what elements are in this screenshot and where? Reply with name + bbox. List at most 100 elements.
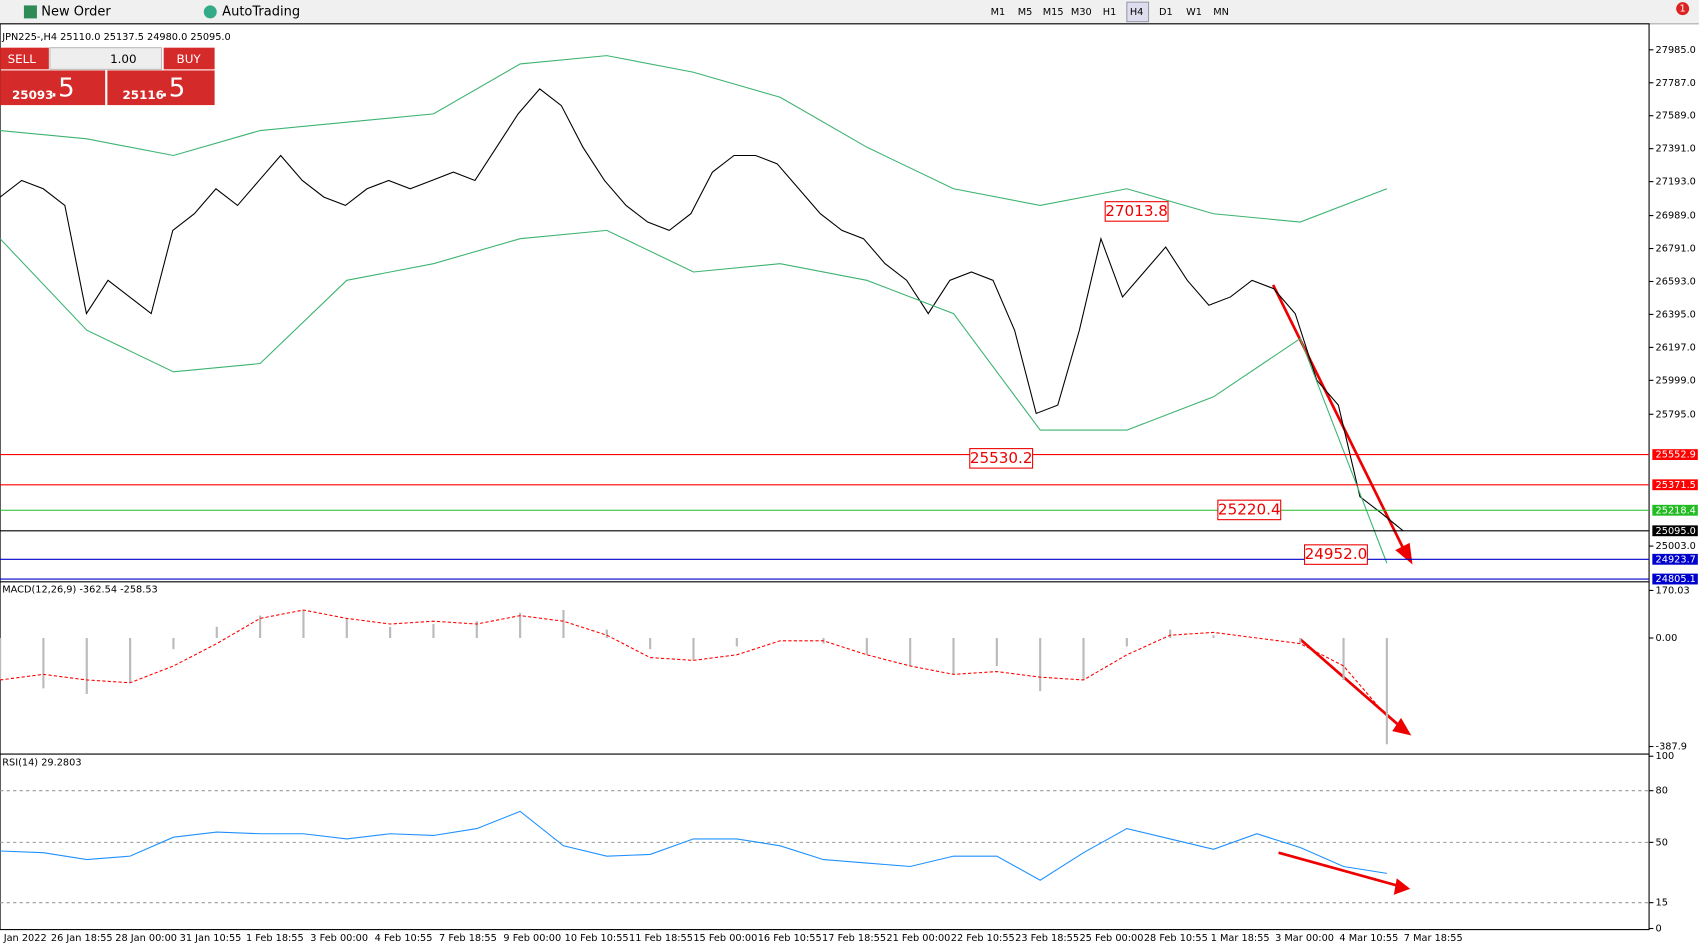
sell-price-box[interactable] <box>0 70 106 106</box>
active-timeframe <box>1126 1 1150 23</box>
x-tick-label: 4 Feb 10:55 <box>375 933 433 944</box>
y-tick-label: 27985.0 <box>1656 45 1696 56</box>
buy-price-frac: .5 <box>160 73 185 103</box>
x-tick-label: 11 Feb 18:55 <box>629 933 693 944</box>
annotation: 27013.8 <box>1105 202 1168 220</box>
arrowhead <box>1393 878 1411 895</box>
y-tick-label: 25795.0 <box>1656 409 1696 420</box>
y-tick-label: 0.00 <box>1656 633 1678 644</box>
x-tick-label: 23 Feb 18:55 <box>1015 933 1079 944</box>
annotation-box <box>1104 201 1169 222</box>
timeframe[interactable]: W1 <box>1186 7 1202 18</box>
y-tick-label: 27787.0 <box>1656 78 1696 89</box>
buy-label: BUY <box>177 52 202 66</box>
x-tick-label: 7 Feb 18:55 <box>439 933 497 944</box>
x-tick-label: 10 Feb 10:55 <box>565 933 629 944</box>
y-tick-label: 25003.0 <box>1656 541 1696 552</box>
x-tick-label: 25 Jan 2022 <box>0 933 47 944</box>
price-level-label: 25095.0 <box>1656 526 1696 537</box>
y-tick-label: 27589.0 <box>1656 111 1696 122</box>
autotrading-icon <box>203 5 217 19</box>
x-tick-label: 28 Jan 00:00 <box>115 933 177 944</box>
price-level-label: 24923.7 <box>1656 554 1696 565</box>
timeframe[interactable]: D1 <box>1159 7 1173 18</box>
notification-badge <box>1676 2 1690 16</box>
x-tick-label: 3 Mar 00:00 <box>1275 933 1334 944</box>
sell-button[interactable] <box>0 47 49 70</box>
y-tick-label: 26791.0 <box>1656 244 1696 255</box>
annotation-box <box>1217 499 1282 521</box>
arrowhead <box>1392 717 1412 736</box>
y-tick-label: 0 <box>1656 923 1662 934</box>
timeframe[interactable]: M5 <box>1018 7 1033 18</box>
sell-price-main: 25093 <box>12 88 53 102</box>
x-tick-label: 22 Feb 10:55 <box>951 933 1015 944</box>
price-level-label: 25552.9 <box>1656 450 1696 461</box>
chart-area <box>0 23 1650 931</box>
x-tick-label: 26 Jan 18:55 <box>51 933 113 944</box>
timeframe[interactable]: MN <box>1213 7 1229 18</box>
new-order-icon <box>23 5 37 19</box>
annotation: 25530.2 <box>970 449 1033 467</box>
toolbar <box>0 0 1699 24</box>
x-tick-label: 9 Feb 00:00 <box>503 933 561 944</box>
y-tick-label: 27193.0 <box>1656 177 1696 188</box>
x-tick-label: 17 Feb 18:55 <box>822 933 886 944</box>
x-tick-label: 28 Feb 10:55 <box>1144 933 1208 944</box>
buy-button[interactable] <box>163 47 215 70</box>
timeframe[interactable]: M30 <box>1071 7 1092 18</box>
buy-price-box[interactable] <box>107 70 215 106</box>
price-level-label: 25218.4 <box>1656 505 1696 516</box>
panel-title: JPN225-,H4 25110.0 25137.5 24980.0 25095… <box>1 32 230 43</box>
panel-title: MACD(12,26,9) -362.54 -258.53 <box>2 584 158 595</box>
y-tick-label: 26989.0 <box>1656 211 1696 222</box>
x-tick-label: 16 Feb 10:55 <box>758 933 822 944</box>
price-level-tag <box>1652 525 1698 537</box>
sell-price-frac: .5 <box>50 73 75 103</box>
price-level-label: 24805.1 <box>1656 574 1696 585</box>
notification-count: 1 <box>1680 4 1686 15</box>
timeframe[interactable]: M1 <box>991 7 1006 18</box>
y-tick-label: 170.03 <box>1656 585 1690 596</box>
new-order[interactable]: New Order <box>41 4 111 19</box>
y-tick-label: 80 <box>1656 786 1668 797</box>
y-tick-label: 15 <box>1656 898 1668 909</box>
new-order-button[interactable] <box>21 3 109 21</box>
price-level-tag <box>1652 553 1698 565</box>
bollinger-band <box>0 55 1388 223</box>
annotation: 25220.4 <box>1218 500 1281 518</box>
bollinger-band <box>0 229 1388 564</box>
y-tick-label: 26395.0 <box>1656 309 1696 320</box>
sell-label: SELL <box>8 52 37 66</box>
y-tick-label: 26197.0 <box>1656 342 1696 353</box>
arrow <box>1299 638 1403 730</box>
arrowhead <box>1395 542 1413 565</box>
x-tick-label: 31 Jan 10:55 <box>180 933 242 944</box>
autotrading[interactable]: AutoTrading <box>222 4 300 19</box>
annotation-box <box>1303 544 1368 565</box>
lot-value: 1.00 <box>110 52 137 66</box>
x-tick-label: 1 Feb 18:55 <box>246 933 304 944</box>
x-tick-label: 15 Feb 00:00 <box>693 933 757 944</box>
timeframe[interactable]: M15 <box>1043 7 1064 18</box>
price-level-tag <box>1652 573 1698 585</box>
rsi-line <box>0 810 1387 881</box>
active-timeframe-value: H4 <box>1130 7 1144 18</box>
price-level-tag <box>1652 449 1698 460</box>
y-tick-label: 25999.0 <box>1656 375 1696 386</box>
y-tick-label: -387.9 <box>1656 742 1687 753</box>
annotation: 24952.0 <box>1305 545 1368 563</box>
price-level-tag <box>1652 479 1698 491</box>
y-tick-label: 50 <box>1656 837 1668 848</box>
x-tick-label: 4 Mar 10:55 <box>1339 933 1398 944</box>
one-click-panel: SELL 1.00 BUY 25093 .5 25116 .5 <box>0 47 215 106</box>
x-tick-label: 25 Feb 00:00 <box>1079 933 1143 944</box>
lot-field[interactable] <box>49 47 163 70</box>
x-tick-label: 1 Mar 18:55 <box>1211 933 1270 944</box>
timeframe[interactable]: H1 <box>1103 7 1117 18</box>
timeframe[interactable]: H4 <box>1130 7 1144 18</box>
y-tick-label: 26593.0 <box>1656 276 1696 287</box>
signal-line <box>0 609 1388 717</box>
